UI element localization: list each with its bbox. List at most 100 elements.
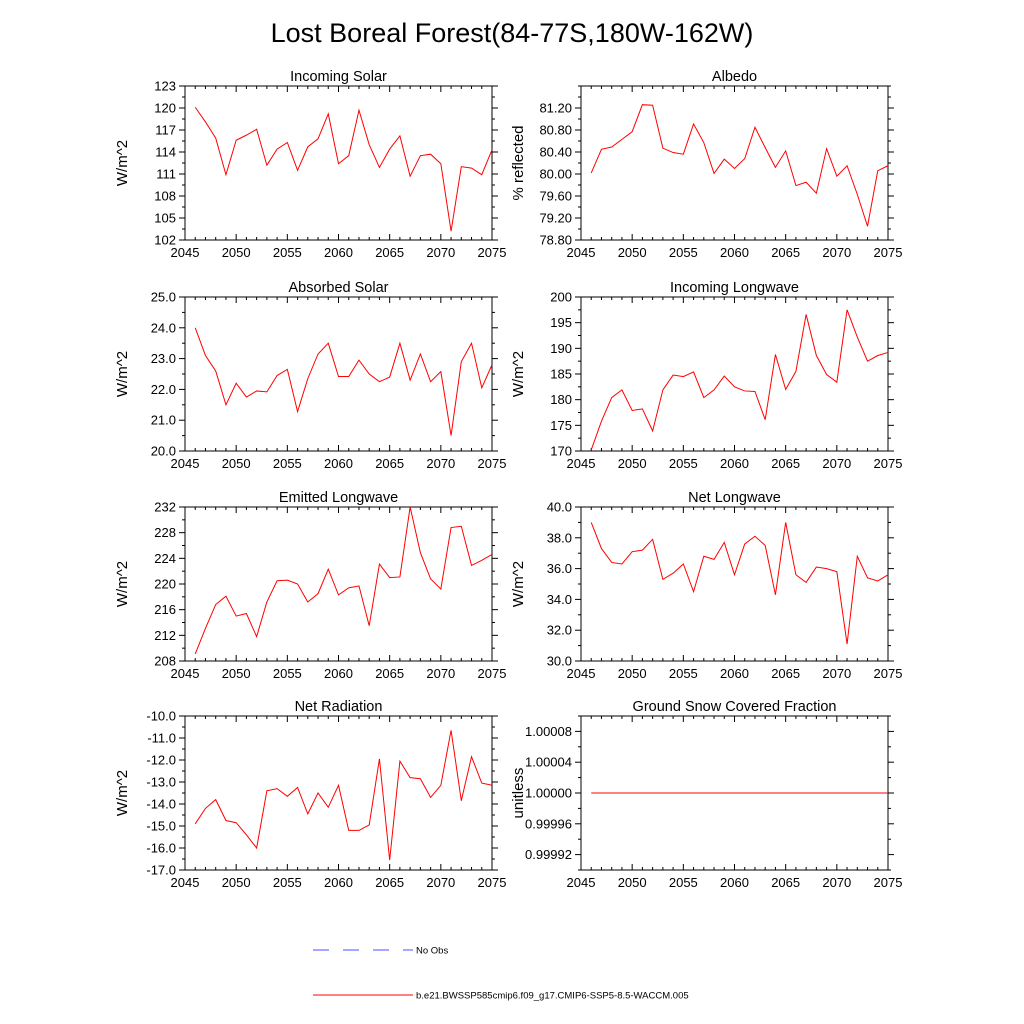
panel-incoming-longwave: Incoming Longwave 2045 2050 2055 2060 2065 207… bbox=[510, 280, 902, 471]
albedo-xtick-label: 2045 bbox=[567, 245, 596, 260]
incoming-solar-xtick-label: 2045 bbox=[171, 245, 200, 260]
emitted-longwave-ytick-label: 220 bbox=[154, 577, 176, 592]
ground-snow-covered-fraction-ytick-label: 1.00008 bbox=[525, 724, 572, 739]
net-radiation-series-line bbox=[194, 730, 493, 861]
albedo-ytick-label: 80.40 bbox=[539, 145, 572, 160]
albedo-series-line bbox=[590, 104, 889, 227]
net-radiation-ytick-label: -15.0 bbox=[146, 819, 176, 834]
emitted-longwave-ytick-label: 212 bbox=[154, 628, 176, 643]
figure-title: Lost Boreal Forest(84-77S,180W-162W) bbox=[271, 18, 754, 48]
emitted-longwave-ytick-label: 224 bbox=[154, 551, 176, 566]
incoming-longwave-ytick-label: 170 bbox=[550, 444, 572, 459]
absorbed-solar-xtick-label: 2055 bbox=[273, 456, 302, 471]
incoming-solar-ytick-label: 111 bbox=[156, 167, 176, 182]
panel-absorbed-solar: Absorbed Solar 2045 2050 2055 2060 2065 2070 20… bbox=[114, 280, 506, 471]
ground-snow-covered-fraction-xtick-label: 2065 bbox=[771, 875, 800, 890]
absorbed-solar-ytick-label: 25.0 bbox=[151, 290, 176, 305]
albedo-ytick-label: 81.20 bbox=[539, 101, 572, 116]
incoming-longwave-xtick-label: 2055 bbox=[669, 456, 698, 471]
absorbed-solar-xtick-label: 2045 bbox=[171, 456, 200, 471]
net-radiation-xtick-label: 2060 bbox=[324, 875, 353, 890]
ground-snow-covered-fraction-xtick-label: 2045 bbox=[567, 875, 596, 890]
incoming-solar-ytick-label: 114 bbox=[155, 145, 176, 160]
net-radiation-ytick-label: -13.0 bbox=[146, 775, 176, 790]
net-longwave-series-line bbox=[590, 522, 889, 645]
net-radiation-xtick-label: 2050 bbox=[222, 875, 251, 890]
albedo-xtick-label: 2060 bbox=[720, 245, 749, 260]
net-radiation-ytick-label: -10.0 bbox=[146, 709, 176, 724]
emitted-longwave-xtick-label: 2075 bbox=[478, 666, 507, 681]
absorbed-solar-ytick-label: 21.0 bbox=[151, 413, 176, 428]
incoming-longwave-ytick-label: 175 bbox=[550, 418, 572, 433]
incoming-longwave-ytick-label: 200 bbox=[550, 290, 572, 305]
incoming-longwave-xtick-label: 2065 bbox=[771, 456, 800, 471]
ground-snow-covered-fraction-ylabel: unitless bbox=[510, 768, 527, 819]
panel-emitted-longwave: Emitted Longwave 2045 2050 2055 2060 2065 2070… bbox=[114, 490, 506, 681]
emitted-longwave-ylabel: W/m^2 bbox=[114, 561, 131, 607]
absorbed-solar-title: Absorbed Solar bbox=[289, 280, 389, 296]
albedo-title: Albedo bbox=[712, 69, 757, 85]
ground-snow-covered-fraction-ytick-label: 1.00004 bbox=[525, 755, 572, 770]
net-longwave-xtick-label: 2045 bbox=[567, 666, 596, 681]
net-radiation-xtick-label: 2045 bbox=[171, 875, 200, 890]
incoming-solar-xtick-label: 2055 bbox=[273, 245, 302, 260]
panel-net-longwave: Net Longwave 2045 2050 2055 2060 2065 2070 2075… bbox=[510, 490, 902, 681]
incoming-longwave-title: Incoming Longwave bbox=[670, 280, 799, 296]
panel-ground-snow-covered-fraction: Ground Snow Covered Fraction 2045 2050 2055… bbox=[510, 699, 902, 890]
net-longwave-xtick-label: 2075 bbox=[874, 666, 903, 681]
emitted-longwave-xtick-label: 2050 bbox=[222, 666, 251, 681]
incoming-solar-ytick-label: 120 bbox=[154, 101, 176, 116]
albedo-ytick-label: 79.20 bbox=[539, 211, 572, 226]
emitted-longwave-xtick-label: 2070 bbox=[426, 666, 455, 681]
net-longwave-ytick-label: 36.0 bbox=[547, 561, 572, 576]
net-radiation-ytick-label: -11.0 bbox=[147, 731, 176, 746]
ground-snow-covered-fraction-ytick-label: 0.99996 bbox=[525, 816, 572, 831]
incoming-solar-ytick-label: 105 bbox=[154, 211, 176, 226]
incoming-solar-ytick-label: 108 bbox=[154, 189, 176, 204]
net-longwave-ytick-label: 32.0 bbox=[547, 623, 572, 638]
emitted-longwave-ytick-label: 216 bbox=[154, 602, 176, 617]
incoming-longwave-ytick-label: 195 bbox=[550, 315, 572, 330]
net-longwave-ytick-label: 34.0 bbox=[547, 592, 572, 607]
panel-albedo: Albedo 2045 2050 2055 2060 2065 2070 2075 78.80 7… bbox=[510, 69, 902, 260]
panel-net-radiation: Net Radiation 2045 2050 2055 2060 2065 2070 207… bbox=[114, 699, 506, 890]
absorbed-solar-ytick-label: 24.0 bbox=[151, 320, 176, 335]
panel-incoming-solar: Incoming Solar 2045 2050 2055 2060 2065 2070 20… bbox=[114, 69, 506, 260]
absorbed-solar-xtick-label: 2065 bbox=[375, 456, 404, 471]
net-longwave-xtick-label: 2055 bbox=[669, 666, 698, 681]
net-radiation-ytick-label: -12.0 bbox=[146, 753, 176, 768]
net-longwave-xtick-label: 2050 bbox=[618, 666, 647, 681]
incoming-solar-xtick-label: 2050 bbox=[222, 245, 251, 260]
emitted-longwave-xtick-label: 2060 bbox=[324, 666, 353, 681]
net-radiation-ytick-label: -17.0 bbox=[146, 863, 176, 878]
ground-snow-covered-fraction-xtick-label: 2060 bbox=[720, 875, 749, 890]
net-radiation-ylabel: W/m^2 bbox=[114, 770, 131, 816]
emitted-longwave-xtick-label: 2045 bbox=[171, 666, 200, 681]
ground-snow-covered-fraction-xtick-label: 2050 bbox=[618, 875, 647, 890]
incoming-longwave-xtick-label: 2070 bbox=[822, 456, 851, 471]
incoming-solar-xtick-label: 2070 bbox=[426, 245, 455, 260]
absorbed-solar-ylabel: W/m^2 bbox=[114, 351, 131, 397]
incoming-longwave-ylabel: W/m^2 bbox=[510, 351, 527, 397]
emitted-longwave-series-line bbox=[194, 506, 493, 655]
ground-snow-covered-fraction-ytick-label: 0.99992 bbox=[525, 847, 572, 862]
legend-no-obs-label: No Obs bbox=[416, 946, 448, 957]
incoming-longwave-ytick-label: 180 bbox=[550, 392, 572, 407]
incoming-solar-ytick-label: 123 bbox=[154, 79, 176, 94]
legend-model-label: b.e21.BWSSP585cmip6.f09_g17.CMIP6-SSP5-8… bbox=[416, 991, 689, 1002]
albedo-xtick-label: 2055 bbox=[669, 245, 698, 260]
absorbed-solar-ytick-label: 23.0 bbox=[151, 351, 176, 366]
net-radiation-ytick-label: -14.0 bbox=[146, 797, 176, 812]
incoming-solar-xtick-label: 2075 bbox=[478, 245, 507, 260]
panel-grid: Incoming Solar 2045 2050 2055 2060 2065 2070 20… bbox=[114, 69, 902, 890]
incoming-solar-xtick-label: 2060 bbox=[324, 245, 353, 260]
absorbed-solar-ytick-label: 22.0 bbox=[151, 382, 176, 397]
albedo-xtick-label: 2050 bbox=[618, 245, 647, 260]
legend: No Obs b.e21.BWSSP585cmip6.f09_g17.CMIP6… bbox=[313, 946, 689, 1002]
incoming-longwave-xtick-label: 2075 bbox=[874, 456, 903, 471]
emitted-longwave-ytick-label: 232 bbox=[154, 500, 176, 515]
albedo-ytick-label: 80.00 bbox=[539, 167, 572, 182]
incoming-solar-ytick-label: 117 bbox=[155, 123, 176, 138]
